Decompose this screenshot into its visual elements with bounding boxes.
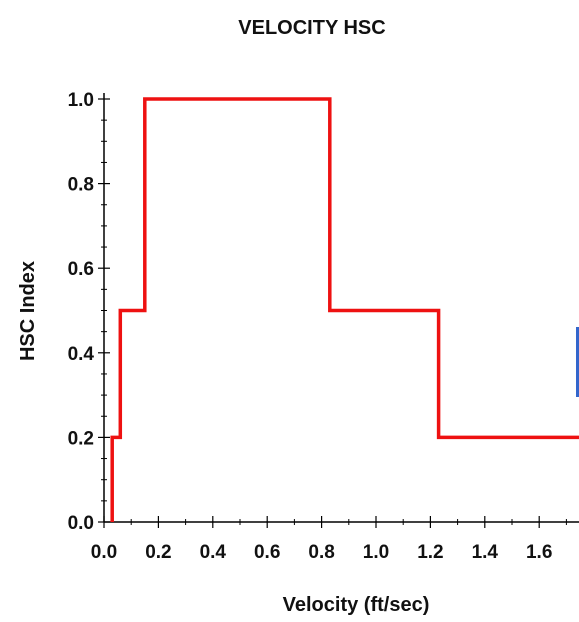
x-tick-label: 0.6 (254, 542, 280, 563)
y-tick-label: 0.0 (68, 513, 94, 534)
y-tick-label: 1.0 (68, 90, 94, 111)
y-axis-label: HSC Index (17, 261, 39, 361)
x-tick-label: 1.4 (472, 542, 499, 563)
x-tick-label: 0.0 (91, 542, 117, 563)
y-tick-label: 0.2 (68, 428, 94, 449)
x-tick-label: 0.8 (308, 542, 334, 563)
series-line-0 (110, 97, 579, 522)
y-tick-label: 0.6 (68, 259, 94, 280)
x-axis-label: Velocity (ft/sec) (283, 594, 430, 616)
chart-title: VELOCITY HSC (238, 17, 385, 39)
axes-group (103, 93, 579, 523)
x-tick-label: 0.4 (200, 542, 227, 563)
y-tick-label: 0.8 (68, 175, 94, 196)
x-tick-label: 1.6 (526, 542, 552, 563)
x-tick-label: 1.0 (363, 542, 389, 563)
series-layer (110, 97, 579, 522)
x-tick-label: 1.2 (417, 542, 443, 563)
x-tick-label: 0.2 (145, 542, 171, 563)
x-axis-ticks: 0.0 0.2 0.4 0.6 0.8 1.0 1.2 1.4 1.6 (91, 516, 567, 563)
edge-accent (576, 327, 579, 397)
y-axis-ticks: 0.0 0.2 0.4 0.6 0.8 1.0 (68, 90, 110, 534)
y-tick-label: 0.4 (68, 344, 95, 365)
